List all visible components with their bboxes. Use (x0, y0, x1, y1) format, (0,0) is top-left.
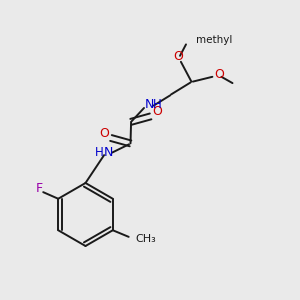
Text: methyl: methyl (196, 35, 232, 45)
Text: F: F (36, 182, 43, 195)
Text: O: O (152, 105, 162, 118)
Text: CH₃: CH₃ (136, 234, 156, 244)
Text: O: O (214, 68, 224, 82)
Text: N: N (144, 98, 154, 112)
Text: O: O (100, 127, 109, 140)
Text: O: O (173, 50, 183, 64)
Text: H: H (153, 98, 162, 112)
Text: N: N (103, 146, 113, 159)
Text: H: H (94, 146, 103, 159)
